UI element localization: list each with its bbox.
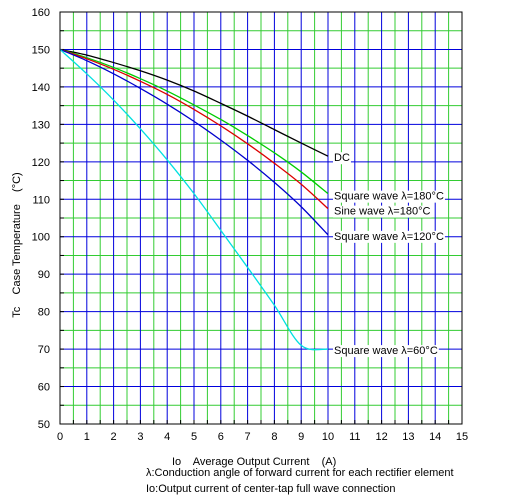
x-tick-label: 14 — [429, 431, 441, 443]
y-tick-labels: 50 60 70 80 90 100 110 120 130 140 150 160 — [32, 7, 50, 431]
y-tick-label: 160 — [32, 7, 50, 19]
series-line — [59, 48, 329, 351]
y-tick-label: 100 — [32, 232, 50, 244]
y-tick-label: 80 — [38, 307, 50, 319]
x-tick-label: 13 — [402, 431, 414, 443]
y-tick-label: 60 — [38, 382, 50, 394]
series-label-layer: DC Square wave λ=180°C Sine wave λ=180°C Sq… — [333, 152, 445, 358]
series-label-background — [333, 190, 445, 203]
x-tick-label: 7 — [245, 431, 251, 443]
x-tick-label: 12 — [375, 431, 387, 443]
y-tick-label: 150 — [32, 44, 50, 56]
y-tick-label: 50 — [38, 419, 50, 431]
y-tick-label: 70 — [38, 344, 50, 356]
x-tick-label: 0 — [57, 431, 63, 443]
minor-gridlines — [60, 12, 462, 424]
x-tick-label: 1 — [84, 431, 90, 443]
series-label: Square wave λ=120°C — [334, 231, 444, 243]
series-line — [59, 48, 329, 210]
series-line — [59, 48, 329, 157]
y-tick-label: 130 — [32, 119, 50, 131]
x-tick-label: 3 — [137, 431, 143, 443]
series-label: Square wave λ=180°C — [334, 191, 444, 203]
y-tick-label: 120 — [32, 157, 50, 169]
x-tick-label: 8 — [271, 431, 277, 443]
x-tick-label: 5 — [191, 431, 197, 443]
x-tick-label: 11 — [349, 431, 360, 443]
series-layer — [59, 48, 329, 351]
plot-frame — [59, 11, 463, 425]
x-tick-label: 2 — [111, 431, 117, 443]
series-label-background — [333, 152, 351, 165]
y-tick-label: 110 — [32, 194, 50, 206]
y-tick-label: 140 — [32, 82, 50, 94]
series-label: DC — [334, 152, 350, 164]
series-line — [59, 48, 329, 195]
series-label: Square wave λ=60°C — [334, 345, 438, 357]
x-tick-label: 15 — [456, 431, 468, 443]
series-label: Sine wave λ=180°C — [334, 206, 430, 218]
series-label-background — [333, 230, 445, 243]
x-tick-label: 9 — [298, 431, 304, 443]
series-line — [59, 48, 329, 236]
x-tick-labels: 0 1 2 3 4 5 6 7 8 9 10 11 12 13 14 15 — [57, 431, 468, 443]
note-conduction-angle: λ:Conduction angle of forward current fo… — [146, 467, 454, 479]
x-tick-label: 10 — [322, 431, 334, 443]
y-tick-label: 90 — [38, 269, 50, 281]
series-label-background — [333, 345, 439, 358]
series-label-background — [333, 205, 432, 218]
x-axis-title: Io Average Output Current (A) — [172, 456, 336, 468]
note-output-current: Io:Output current of center-tap full wav… — [146, 483, 395, 495]
y-axis-title: Tc Case Temperature (°C) — [11, 172, 23, 317]
x-tick-label: 6 — [218, 431, 224, 443]
x-tick-label: 4 — [164, 431, 170, 443]
